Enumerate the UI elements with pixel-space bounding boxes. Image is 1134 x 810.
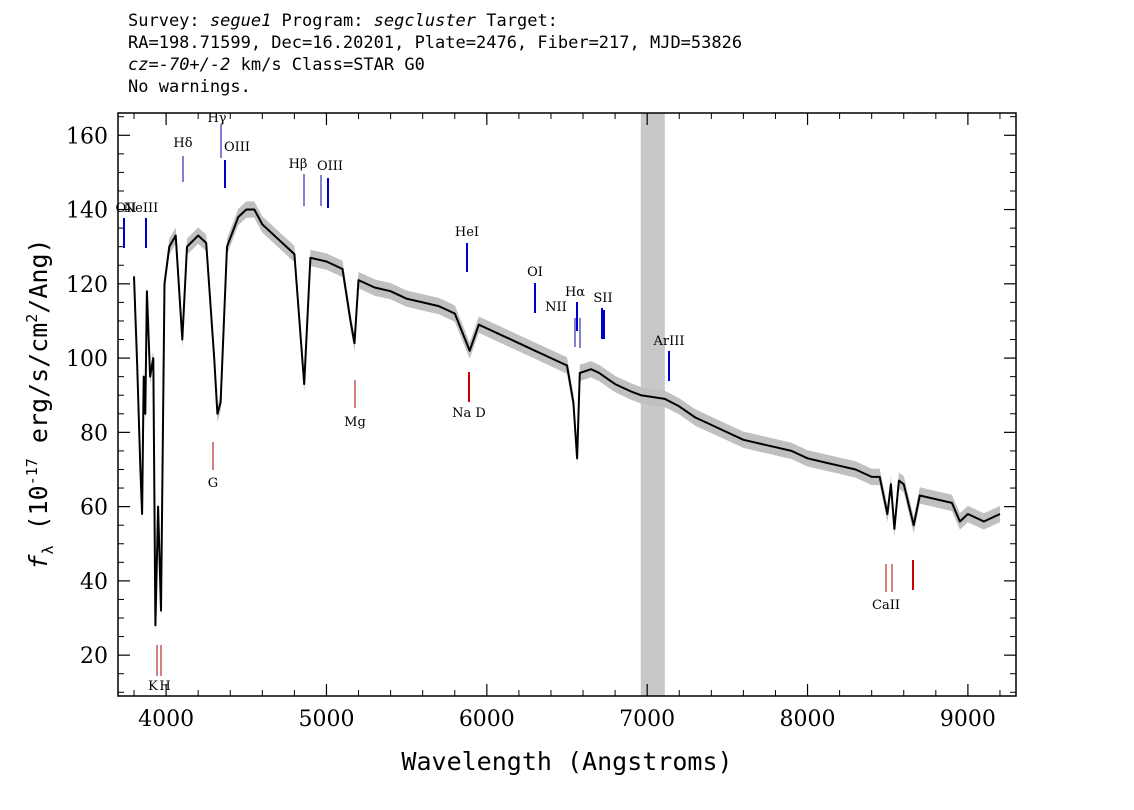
y-tick-label: 40: [80, 570, 108, 595]
x-tick-label: 5000: [298, 707, 354, 732]
y-tick-label: 80: [80, 421, 108, 446]
emission-label: Hβ: [289, 157, 308, 172]
absorption-label: Na D: [452, 406, 486, 421]
flux-line: [133, 208, 1001, 627]
class-text: km/s Class=STAR G0: [230, 55, 425, 75]
flux-error-band: [134, 201, 1000, 634]
x-tick-label: 7000: [619, 707, 675, 732]
survey-name: segue1: [209, 11, 272, 31]
program-prefix: Program:: [271, 11, 374, 31]
emission-label: OII: [116, 201, 137, 216]
spectrum-header: Survey: segue1 Program: segcluster Targe…: [128, 10, 742, 98]
absorption-label: Mg: [344, 415, 366, 430]
header-warnings: No warnings.: [128, 77, 251, 97]
emission-label: OI: [527, 265, 543, 280]
emission-label: Hδ: [173, 136, 192, 151]
y-tick-label: 60: [80, 496, 108, 521]
absorption-label: K: [148, 679, 158, 694]
emission-label: NeIII: [124, 201, 158, 216]
absorption-label: CaII: [872, 598, 900, 613]
y-tick-label: 100: [66, 347, 108, 372]
header-line-1: Survey: segue1 Program: segcluster Targe…: [128, 10, 742, 32]
survey-prefix: Survey:: [128, 11, 210, 31]
y-tick-label: 20: [80, 644, 108, 669]
y-tick-label: 140: [66, 199, 108, 224]
cz-label: cz=: [128, 55, 159, 75]
y-tick-label: 120: [66, 273, 108, 298]
header-line-3: cz=-70+/-2 km/s Class=STAR G0: [128, 54, 742, 76]
emission-label: OIII: [317, 159, 343, 174]
plot-frame: [117, 112, 1017, 697]
x-axis-label: Wavelength (Angstroms): [401, 747, 732, 776]
emission-label: NII: [545, 300, 567, 315]
y-tick-label: 160: [66, 124, 108, 149]
cz-value: -70+/-2: [158, 55, 231, 75]
x-tick-label: 8000: [780, 707, 836, 732]
emission-label: HeI: [455, 225, 479, 240]
absorption-label: H: [159, 679, 170, 694]
x-tick-label: 4000: [138, 707, 194, 732]
absorption-label: G: [208, 476, 218, 491]
y-axis-label: fλ (10-17 erg/s/cm2/Ang): [23, 238, 57, 569]
emission-label: Hγ: [207, 111, 226, 126]
target-label: Target:: [476, 11, 558, 31]
emission-label: Hα: [565, 285, 585, 300]
header-line-2: RA=198.71599, Dec=16.20201, Plate=2476, …: [128, 33, 743, 53]
x-tick-label: 9000: [940, 707, 996, 732]
emission-label: OIII: [224, 140, 250, 155]
emission-label: ArIII: [652, 334, 684, 349]
program-name: segcluster: [373, 11, 477, 31]
x-tick-label: 6000: [459, 707, 515, 732]
emission-label: SII: [593, 291, 612, 306]
